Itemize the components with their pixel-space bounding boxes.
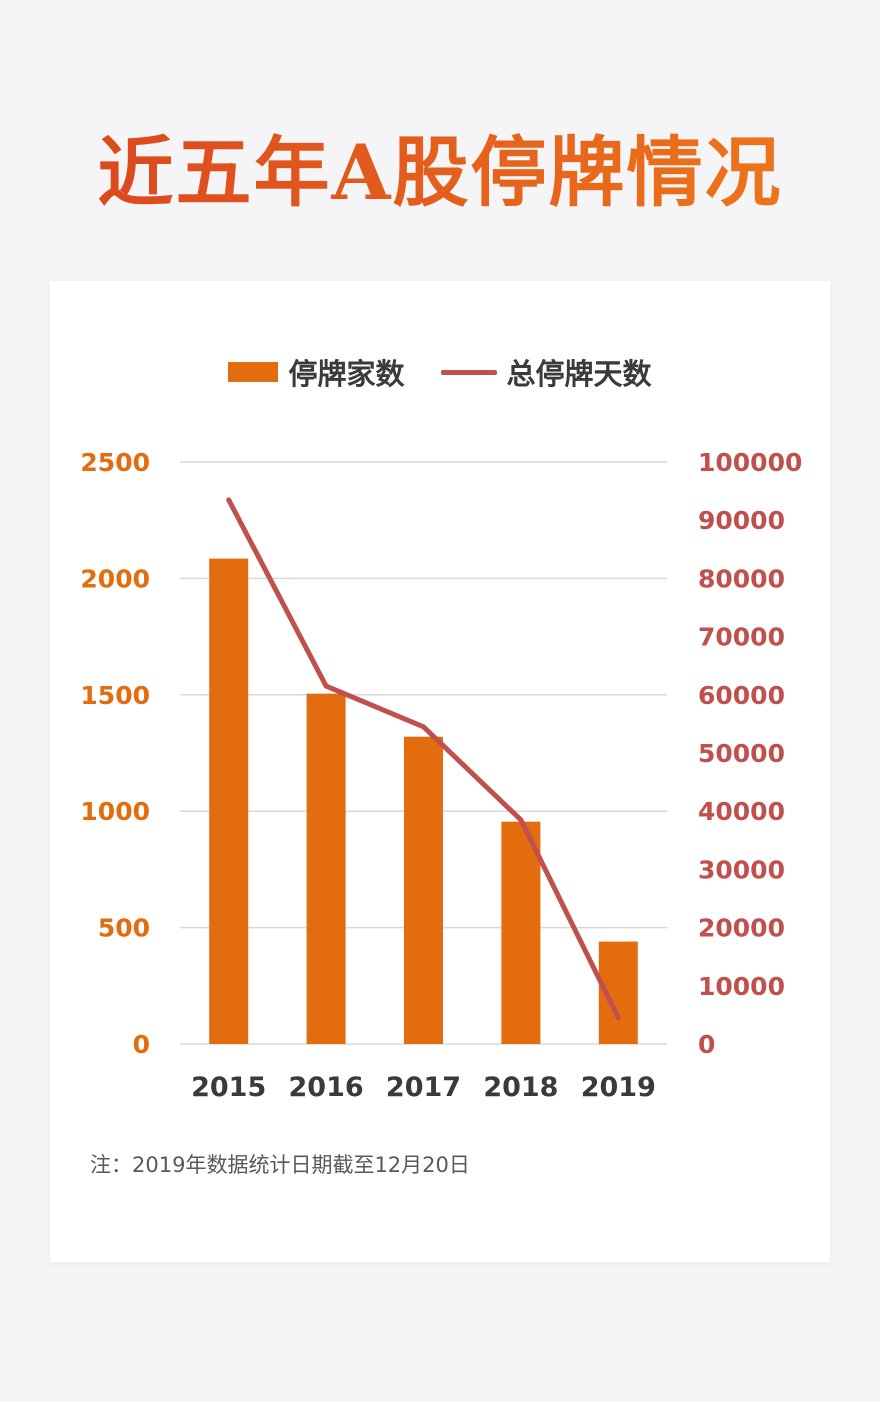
right-axis-tick-label: 20000 (698, 914, 785, 943)
right-axis-tick-label: 40000 (698, 797, 785, 826)
chart-legend: 停牌家数 总停牌天数 (50, 347, 830, 397)
x-axis-tick-label: 2017 (386, 1072, 461, 1103)
left-axis-tick-label: 1000 (80, 797, 150, 826)
x-axis-tick-label: 2018 (483, 1072, 558, 1103)
combo-chart: 0 500 1000 1500 2000 2500 0 10000 20000 30000 4000… (80, 448, 802, 1103)
right-axis-tick-label: 30000 (698, 855, 785, 884)
x-axis-tick-label: 2016 (289, 1072, 364, 1103)
right-axis-tick-label: 80000 (698, 564, 785, 593)
legend-label-bars: 停牌家数 (288, 357, 405, 391)
bar-2018 (501, 821, 541, 1044)
right-axis-tick-label: 10000 (698, 972, 785, 1001)
left-axis-tick-label: 500 (98, 914, 150, 943)
right-axis-tick-label: 90000 (698, 506, 785, 535)
x-axis-tick-label: 2015 (191, 1072, 266, 1103)
legend-line-swatch (440, 369, 497, 375)
left-axis-tick-label: 0 (133, 1030, 150, 1059)
right-axis-tick-label: 60000 (698, 681, 785, 710)
left-axis-tick-label: 2500 (80, 448, 150, 477)
legend-item-bars: 停牌家数 (228, 351, 405, 393)
page-title: 近五年A股停牌情况 (0, 118, 880, 228)
right-axis-tick-label: 70000 (698, 623, 785, 652)
left-axis-tick-label: 1500 (80, 681, 150, 710)
legend-item-line: 总停牌天数 (440, 351, 652, 393)
x-axis-tick-label: 2019 (581, 1072, 656, 1103)
legend-bar-swatch (228, 362, 279, 382)
right-axis-tick-label: 50000 (698, 739, 785, 768)
bar-2015 (209, 558, 249, 1044)
bar-2016 (306, 693, 346, 1044)
footnote: 注：2019年数据统计日期截至12月20日 (90, 1153, 470, 1177)
chart-card: 停牌家数 总停牌天数 0 500 1000 1500 2000 2500 0 10000 200… (50, 281, 830, 1262)
bar-2017 (404, 736, 443, 1044)
legend-label-line: 总停牌天数 (506, 357, 652, 391)
right-axis-tick-label: 100000 (698, 448, 802, 477)
left-axis-tick-label: 2000 (80, 564, 150, 593)
right-axis-tick-label: 0 (698, 1030, 715, 1059)
